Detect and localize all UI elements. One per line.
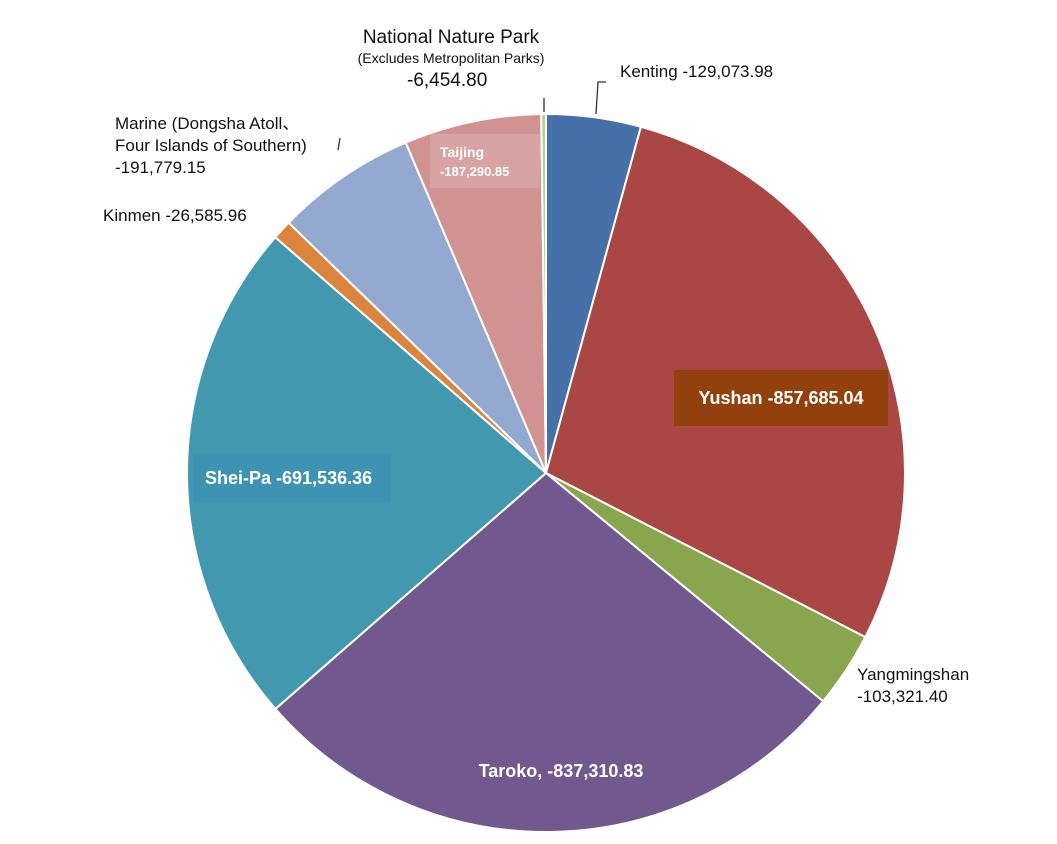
pie-slice-taijing (404, 113, 547, 474)
label-yangmingshan: Yangmingshan -103,321.40 (857, 664, 969, 708)
leader-line-marine (337, 137, 341, 151)
label-yushan: Yushan -857,685.04 (674, 370, 888, 426)
label-taroko: Taroko, -837,310.83 (466, 758, 656, 784)
label-taijing-line2: -187,290.85 (440, 164, 510, 179)
label-marine-line2: Four Islands of Southern) (115, 136, 307, 155)
label-taijing: Taijing -187,290.85 (430, 134, 540, 188)
label-marine-line3: -191,779.15 (115, 158, 206, 177)
label-kinmen-text: Kinmen -26,585.96 (103, 206, 247, 225)
label-kenting-text: Kenting -129,073.98 (620, 62, 774, 81)
pie-slice-national-nature-park-excludes-metropolitan-parks (540, 112, 547, 474)
label-marine: Marine (Dongsha Atoll、 Four Islands of S… (115, 113, 307, 179)
label-nature-park-line2: (Excludes Metropolitan Parks) (357, 50, 545, 66)
label-yangmingshan-line1: Yangmingshan (857, 665, 970, 684)
label-shei-pa: Shei-Pa -691,536.36 (193, 454, 391, 502)
label-taijing-line1: Taijing (440, 144, 485, 160)
label-nature-park-line3: -6,454.80 (407, 70, 488, 91)
pie-slice-marine-dongsha-atoll-four-islands-of-southern (287, 141, 547, 474)
label-taroko-text: Taroko, -837,310.83 (478, 761, 644, 781)
leader-line-kenting (595, 81, 606, 115)
label-kinmen: Kinmen -26,585.96 (103, 205, 247, 227)
label-nature-park: National Nature Park (Excludes Metropoli… (340, 27, 562, 95)
label-kenting: Kenting -129,073.98 (620, 61, 773, 83)
pie-slice-taroko (273, 471, 825, 833)
label-yushan-text: Yushan -857,685.04 (698, 388, 864, 408)
label-nature-park-line1: National Nature Park (362, 27, 540, 48)
leader-lines (337, 81, 606, 151)
label-marine-line1: Marine (Dongsha Atoll、 (115, 114, 300, 133)
label-yangmingshan-line2: -103,321.40 (857, 687, 948, 706)
label-shei-pa-text: Shei-Pa -691,536.36 (205, 468, 373, 488)
